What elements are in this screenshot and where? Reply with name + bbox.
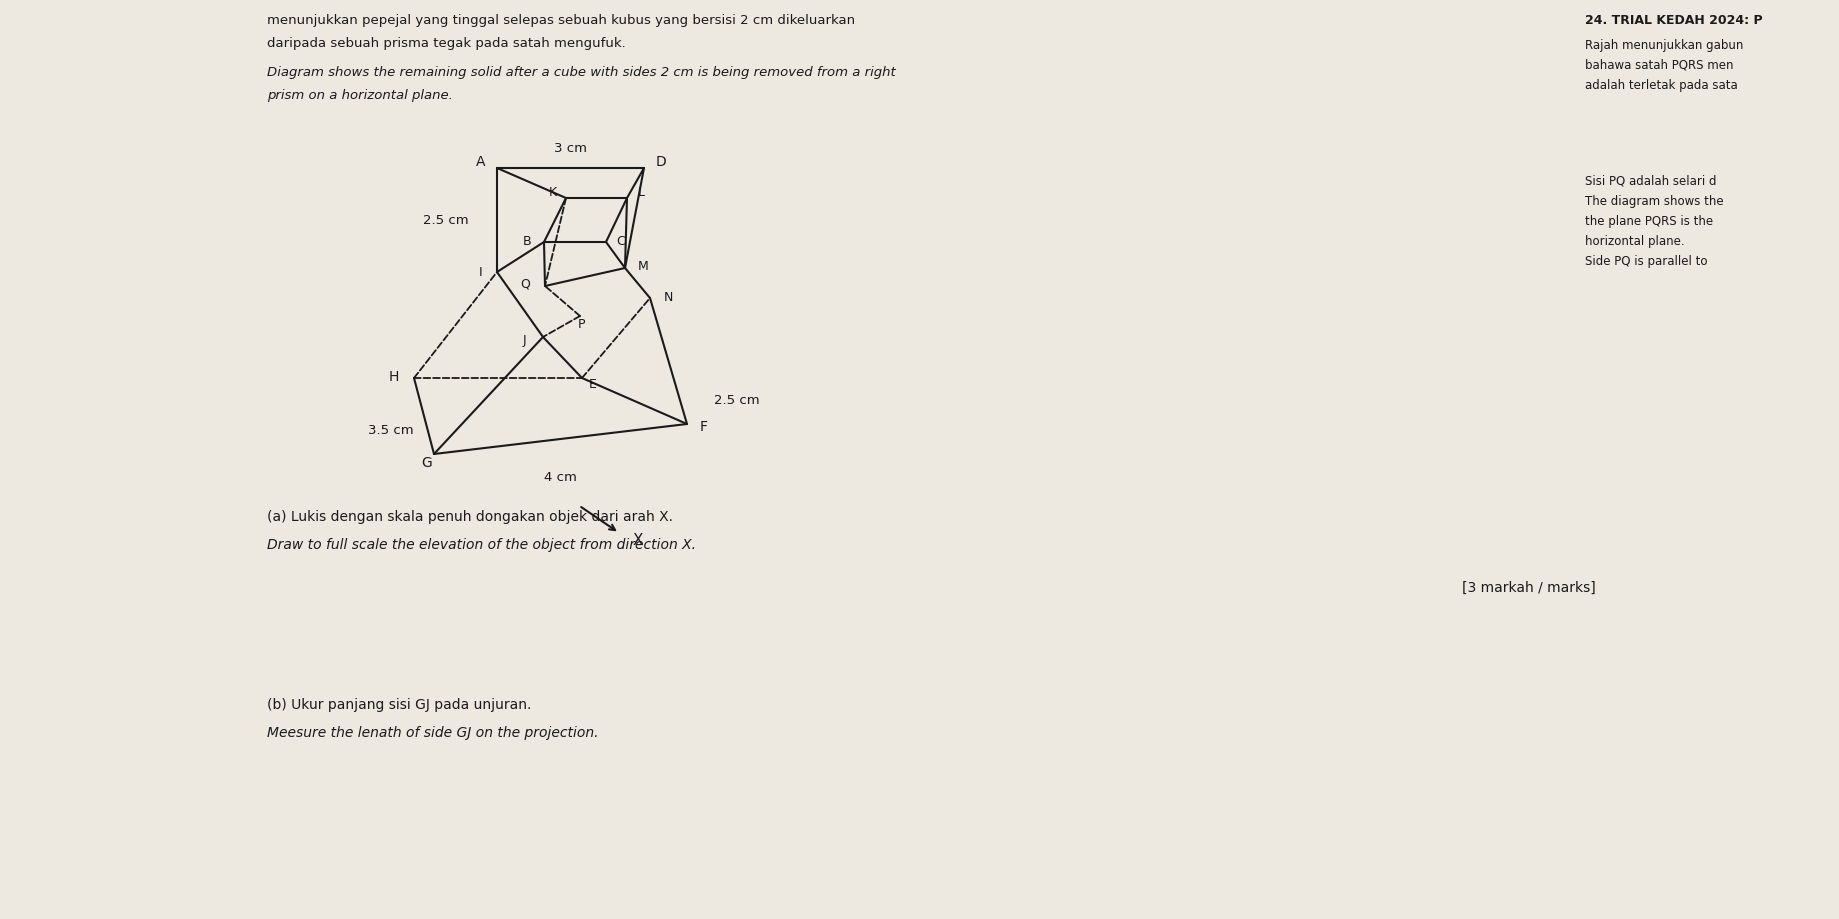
Text: N: N (664, 290, 673, 303)
Text: K: K (550, 186, 557, 199)
Text: horizontal plane.: horizontal plane. (1585, 235, 1685, 248)
Text: bahawa satah PQRS men: bahawa satah PQRS men (1585, 59, 1734, 72)
Text: Meesure the lenath of side GJ on the projection.: Meesure the lenath of side GJ on the pro… (267, 726, 598, 740)
Text: B: B (522, 234, 531, 247)
Text: A: A (476, 154, 485, 168)
Text: L: L (638, 186, 645, 199)
Text: J: J (522, 335, 526, 347)
Text: H: H (388, 370, 399, 384)
Text: C: C (616, 234, 625, 247)
Text: The diagram shows the: The diagram shows the (1585, 195, 1723, 208)
Text: 2.5 cm: 2.5 cm (423, 213, 469, 226)
Text: the plane PQRS is the: the plane PQRS is the (1585, 215, 1714, 228)
Text: menunjukkan pepejal yang tinggal selepas sebuah kubus yang bersisi 2 cm dikeluar: menunjukkan pepejal yang tinggal selepas… (267, 14, 855, 27)
Text: (a) Lukis dengan skala penuh dongakan objek dari arah X.: (a) Lukis dengan skala penuh dongakan ob… (267, 510, 673, 524)
Text: G: G (421, 456, 432, 471)
Text: 4 cm: 4 cm (544, 471, 577, 483)
Text: E: E (588, 378, 598, 391)
Text: M: M (638, 260, 649, 273)
Text: F: F (699, 420, 708, 434)
Text: 2.5 cm: 2.5 cm (714, 394, 760, 407)
Text: D: D (655, 154, 666, 168)
Text: daripada sebuah prisma tegak pada satah mengufuk.: daripada sebuah prisma tegak pada satah … (267, 37, 625, 50)
Text: Diagram shows the remaining solid after a cube with sides 2 cm is being removed : Diagram shows the remaining solid after … (267, 66, 896, 79)
Text: P: P (577, 318, 585, 331)
Text: (b) Ukur panjang sisi GJ pada unjuran.: (b) Ukur panjang sisi GJ pada unjuran. (267, 698, 531, 712)
Text: X: X (633, 533, 644, 548)
Text: 3.5 cm: 3.5 cm (368, 425, 414, 437)
Text: prism on a horizontal plane.: prism on a horizontal plane. (267, 89, 452, 102)
Text: Draw to full scale the elevation of the object from direction X.: Draw to full scale the elevation of the … (267, 538, 695, 551)
Text: 24. TRIAL KEDAH 2024: P: 24. TRIAL KEDAH 2024: P (1585, 14, 1764, 27)
Text: Sisi PQ adalah selari d: Sisi PQ adalah selari d (1585, 175, 1718, 187)
Text: 3 cm: 3 cm (554, 142, 587, 155)
Text: [3 markah / marks]: [3 markah / marks] (1462, 581, 1596, 595)
Text: Side PQ is parallel to: Side PQ is parallel to (1585, 255, 1708, 268)
Text: Q: Q (520, 278, 530, 290)
Text: adalah terletak pada sata: adalah terletak pada sata (1585, 79, 1738, 92)
Text: Rajah menunjukkan gabun: Rajah menunjukkan gabun (1585, 39, 1743, 51)
Text: I: I (478, 266, 482, 278)
